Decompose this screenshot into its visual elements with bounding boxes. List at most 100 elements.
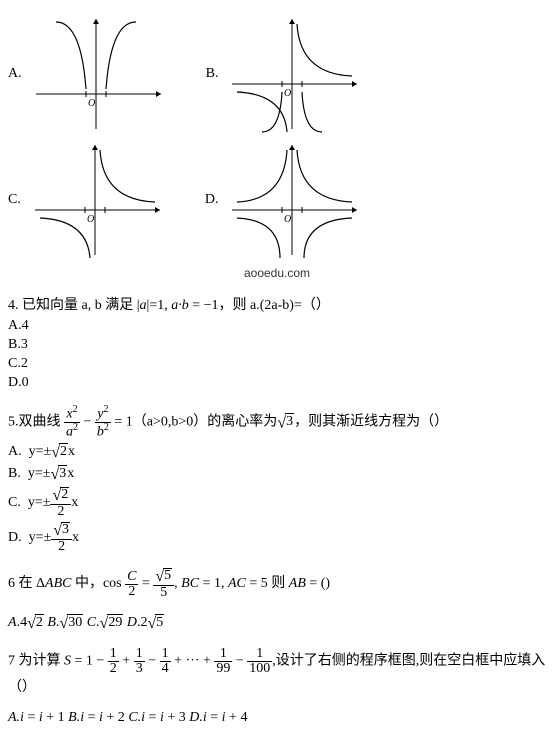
q5-B: B. y=±√3x [8,465,546,484]
q4-text: 4. 已知向量 a, b 满足 | [8,298,140,313]
q7aB: B.i [68,710,84,725]
graph-A-svg: O [26,14,166,134]
q4-m2: = −1，则 a.(2a-b)=（） [189,298,330,313]
graph-B: B. O [206,14,363,134]
q5D-x: x [72,531,79,546]
watermark: aooedu.com [8,266,546,280]
q6-rd: 5 [153,586,174,600]
q7-dots: + ··· + [171,654,215,669]
q6-v2: = 5 则 [246,577,289,592]
q5A-r: 2 [59,443,68,460]
q5-C: C. y=±√22x [8,487,546,519]
q7t3d: 99 [214,662,232,676]
q5-frac-x: x2a2 [64,405,80,439]
q7aeD: + 4 [226,710,248,725]
q4-D: D.0 [8,375,546,391]
q7-S: S [64,654,71,669]
q7t0n: 1 [108,647,119,662]
q7aA: A.i [8,710,24,725]
graph-C-svg: O [25,140,165,260]
q6a-D: D [127,615,137,630]
q7t0d: 2 [108,662,119,676]
q7t3n: 1 [214,647,232,662]
q6a-A: A [8,615,17,630]
q6-m1: 中，cos [71,577,125,592]
q7-answers: A.i = i + 1 B.i = i + 2 C.i = i + 3 D.i … [8,710,546,726]
q5A-x: x [68,444,75,459]
q6-answers: A.4√2 B.√30 C.√29 D.2√5 [8,614,546,633]
q6-ac: AC [228,577,246,592]
svg-text:O: O [87,214,94,225]
q7t4n: 1 [247,647,272,662]
q5B-x: x [67,466,74,481]
q5-A: A. y=±√2x [8,443,546,462]
graph-label-C: C. [8,192,21,208]
q4-B: B.3 [8,337,546,353]
q7avB: = [84,710,99,725]
q7avA: = [24,710,39,725]
q7t1d: 3 [134,662,145,676]
q4-C: C.2 [8,356,546,372]
graph-label-D: D. [205,192,219,208]
q7t4d: 100 [247,662,272,676]
q7-eq: = 1 − [71,654,108,669]
q5B-p: B. [8,466,21,481]
q7aeB: + 2 [103,710,128,725]
graph-B-svg: O [222,14,362,134]
q6-rn: 5 [163,568,172,583]
q6a-vD: .2 [137,615,148,630]
q5-options: A. y=±√2x B. y=±√3x C. y=±√22x D. y=±√32… [8,443,546,554]
q5A-eq: y=± [29,444,52,459]
graph-label-B: B. [206,66,219,82]
q5-D: D. y=±√32x [8,522,546,554]
q7-stem: 7 为计算 S = 1 − 12 + 13 − 14 + ··· + 199 −… [8,647,546,696]
graph-row-2: C. O D. O [8,140,546,260]
q5C-eq: y=± [28,496,51,511]
q5C-p: C. [8,496,21,511]
q7aeC: + 3 [164,710,189,725]
q4-m1: |=1, [147,298,172,313]
q5-pre: 5.双曲线 [8,414,64,429]
graph-row-1: A. O B. O [8,14,546,134]
q6-fd: 2 [125,585,138,599]
q6a-C: C [87,615,96,630]
q6-end: = () [306,577,330,592]
q7aD: D.i [189,710,207,725]
q6-fn: C [125,570,138,585]
q5A-p: A. [8,444,22,459]
graph-D-svg: O [222,140,362,260]
q6a-B: B [47,615,56,630]
graph-label-A: A. [8,66,22,82]
q5-r: 3 [285,413,294,430]
q4-A: A.4 [8,318,546,334]
q5-frac-y: y2b2 [95,405,111,439]
q5C-x: x [71,496,78,511]
q6a-rD: 5 [155,614,164,631]
q5B-eq: y=± [28,466,51,481]
q6-v1: = 1, [199,577,228,592]
q5C-rn: 2 [60,487,69,502]
q5D-rn: 3 [61,522,70,537]
q6a-rB: 30 [67,614,83,631]
q7-pre: 7 为计算 [8,654,64,669]
q4-stem: 4. 已知向量 a, b 满足 |a|=1, a·b = −1，则 a.(2a-… [8,294,546,314]
q6-pre: 6 在 Δ [8,577,45,592]
graph-C: C. O [8,140,165,260]
q6-bc: BC [181,577,199,592]
q6-stem: 6 在 ΔABC 中，cos C2 = √55, BC = 1, AC = 5 … [8,568,546,600]
q6a-rA: 2 [35,614,44,631]
graph-D: D. O [205,140,363,260]
q5D-rd: 2 [51,540,72,554]
q5-xd: a [66,424,73,439]
q7t2n: 1 [160,647,171,662]
q5D-eq: y=± [29,531,52,546]
svg-text:O: O [88,98,95,109]
svg-text:O: O [284,88,291,99]
q4-options: A.4 B.3 C.2 D.0 [8,318,546,391]
svg-text:O: O [284,214,291,225]
q7t1n: 1 [134,647,145,662]
q6-ab: AB [289,577,306,592]
q6-eq: = [138,577,153,592]
q7aeA: + 1 [43,710,68,725]
q7avC: = [145,710,160,725]
